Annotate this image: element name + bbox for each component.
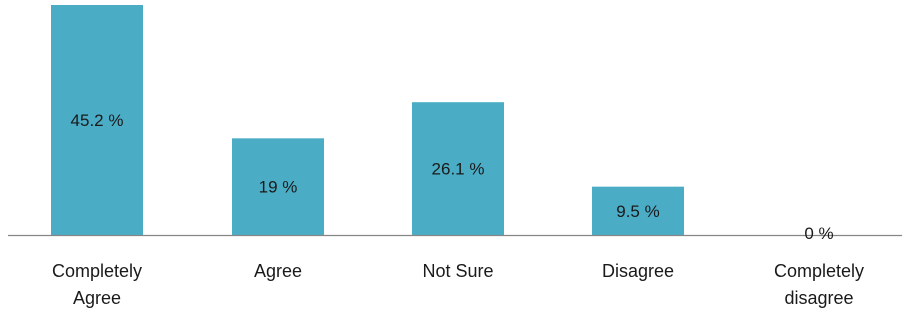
bar-1 <box>232 138 324 235</box>
category-label-1-line-0: Agree <box>254 261 302 281</box>
data-label-1: 19 % <box>259 178 298 197</box>
category-label-4-line-1: disagree <box>784 288 853 308</box>
bar-2 <box>412 102 504 235</box>
data-label-2: 26.1 % <box>432 160 485 179</box>
bars-group <box>51 5 684 235</box>
category-label-4-line-0: Completely <box>774 261 864 281</box>
category-label-2-line-0: Not Sure <box>422 261 493 281</box>
category-label-0-line-1: Agree <box>73 288 121 308</box>
category-label-3-line-0: Disagree <box>602 261 674 281</box>
data-labels-group: 45.2 % 19 % 26.1 % 9.5 % 0 % <box>71 111 834 243</box>
data-label-4: 0 % <box>804 224 833 243</box>
data-label-3: 9.5 % <box>616 202 659 221</box>
bar-0 <box>51 5 143 235</box>
data-label-0: 45.2 % <box>71 111 124 130</box>
category-label-0-line-0: Completely <box>52 261 142 281</box>
bar-3 <box>592 186 684 235</box>
category-labels-group: Completely Agree Agree Not Sure Disagree Comp… <box>52 261 864 308</box>
